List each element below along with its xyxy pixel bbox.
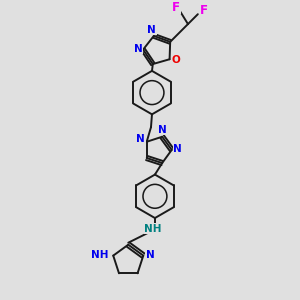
Text: N: N — [158, 125, 167, 135]
Text: NH: NH — [144, 224, 162, 234]
Text: N: N — [148, 25, 156, 35]
Text: N: N — [136, 134, 145, 144]
Text: O: O — [171, 55, 180, 65]
Text: N: N — [146, 250, 154, 260]
Text: NH: NH — [91, 250, 108, 260]
Text: N: N — [173, 144, 182, 154]
Text: N: N — [134, 44, 142, 54]
Text: F: F — [200, 4, 208, 17]
Text: F: F — [172, 1, 180, 14]
